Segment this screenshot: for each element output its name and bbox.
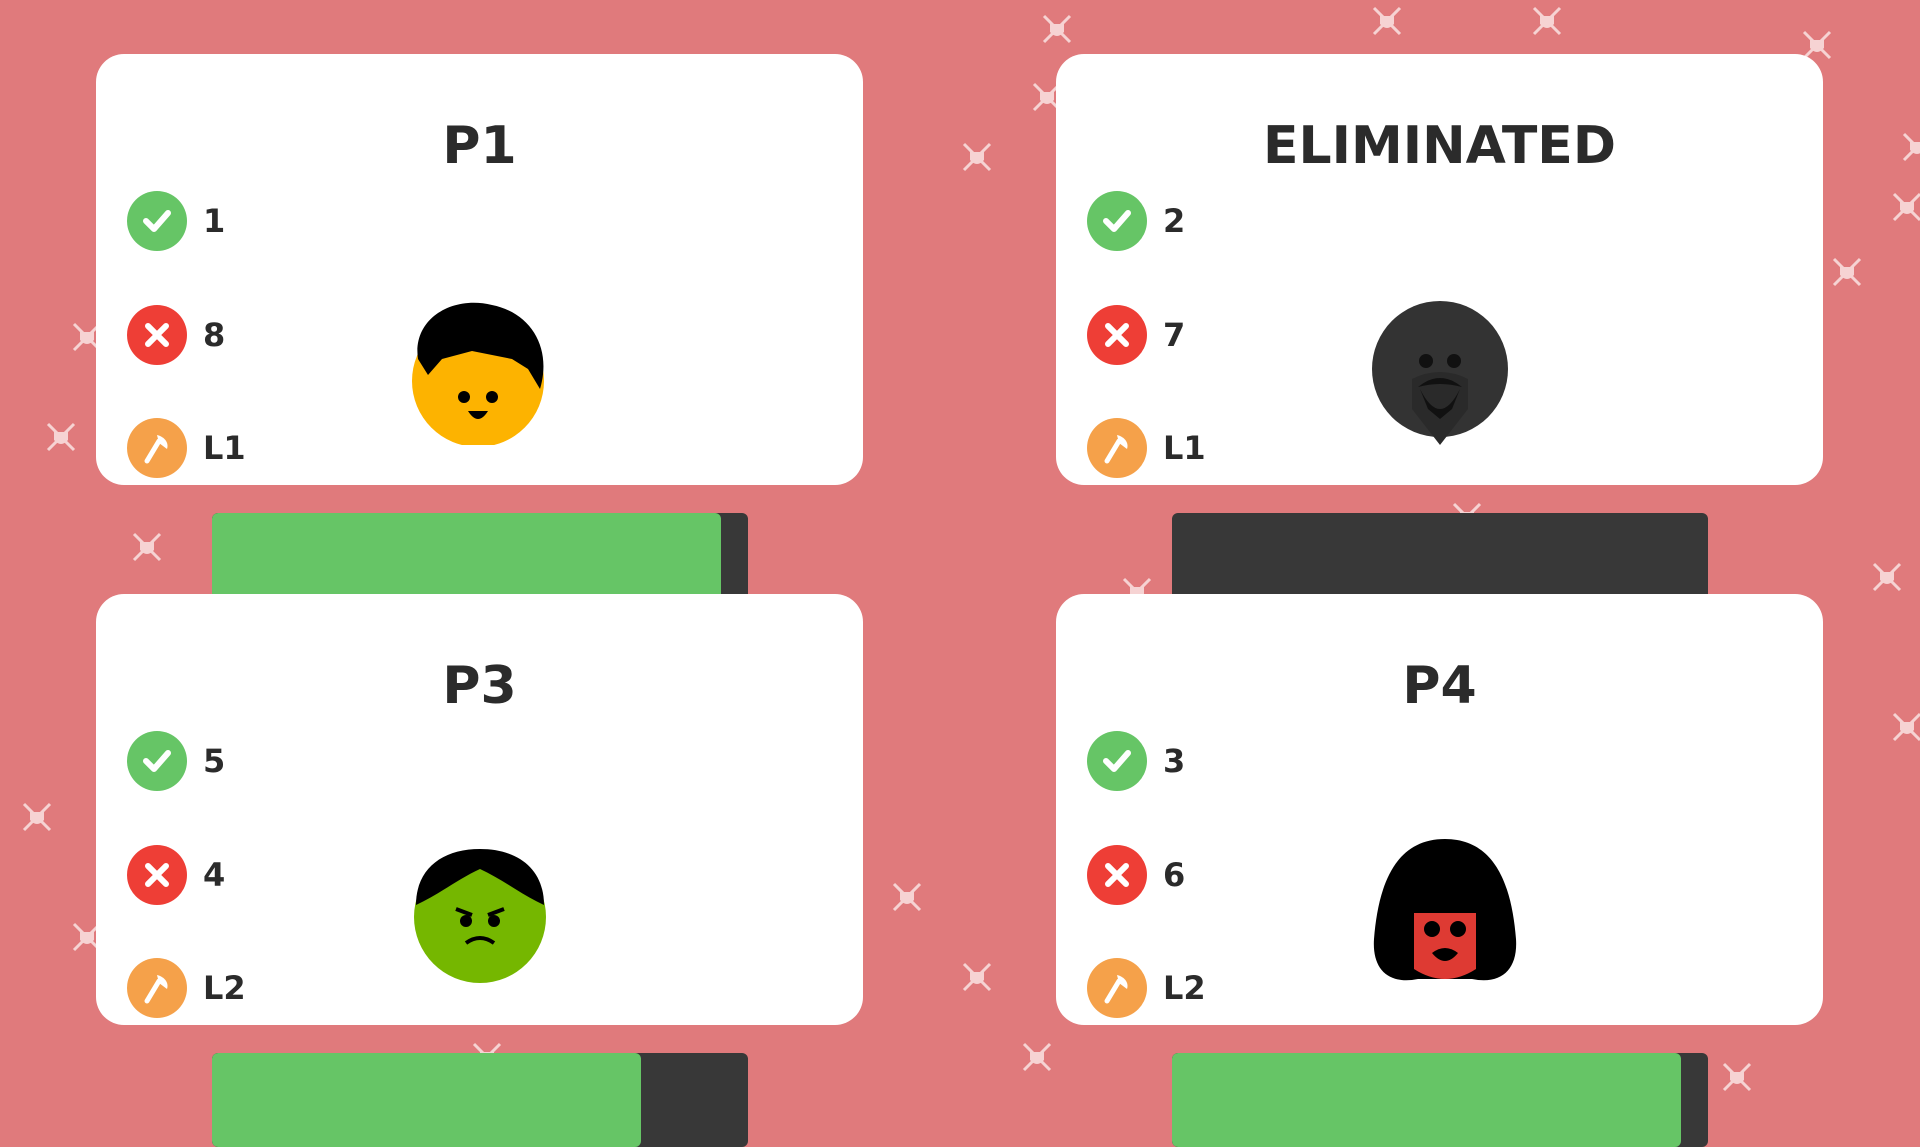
crossed-swords-shield-icon — [960, 140, 994, 174]
player-card-4: P4 3 6 L2 — [1056, 594, 1823, 1147]
x-icon — [127, 845, 187, 905]
crossed-swords-shield-icon — [960, 960, 994, 994]
check-icon — [1087, 191, 1147, 251]
check-icon — [127, 731, 187, 791]
wrong-count: 8 — [203, 316, 226, 354]
crossed-swords-shield-icon — [20, 800, 54, 834]
health-bar — [212, 1053, 748, 1147]
wrong-stat: 7 — [1087, 305, 1185, 365]
wrong-stat: 6 — [1087, 845, 1185, 905]
player-card-2: ELIMINATED 2 7 L1 — [1056, 54, 1823, 607]
crossed-swords-shield-icon — [1370, 4, 1404, 38]
crossed-swords-shield-icon — [44, 420, 78, 454]
correct-stat: 2 — [1087, 191, 1185, 251]
crossed-swords-shield-icon — [890, 880, 924, 914]
level-stat: L1 — [127, 418, 246, 478]
check-icon — [127, 191, 187, 251]
check-icon — [1087, 731, 1147, 791]
health-bar-fill — [212, 513, 722, 607]
health-bar — [212, 513, 748, 607]
wrong-stat: 4 — [127, 845, 225, 905]
correct-count: 5 — [203, 742, 226, 780]
axe-icon — [127, 958, 187, 1018]
correct-count: 3 — [1163, 742, 1186, 780]
avatar-boy-yellow-face — [412, 299, 548, 447]
x-icon — [1087, 845, 1147, 905]
correct-stat: 5 — [127, 731, 225, 791]
level-label: L1 — [1163, 429, 1206, 467]
axe-icon — [1087, 958, 1147, 1018]
wrong-count: 7 — [1163, 316, 1186, 354]
avatar-bearded-man-silhouette — [1372, 299, 1508, 445]
wrong-count: 6 — [1163, 856, 1186, 894]
correct-count: 1 — [203, 202, 226, 240]
health-bar — [1172, 513, 1708, 607]
player-title: P3 — [442, 656, 517, 716]
crossed-swords-shield-icon — [1720, 1060, 1754, 1094]
crossed-swords-shield-icon — [1040, 12, 1074, 46]
level-stat: L1 — [1087, 418, 1206, 478]
axe-icon — [127, 418, 187, 478]
crossed-swords-shield-icon — [130, 530, 164, 564]
crossed-swords-shield-icon — [1530, 4, 1564, 38]
crossed-swords-shield-icon — [1870, 560, 1904, 594]
health-bar-fill — [212, 1053, 641, 1147]
crossed-swords-shield-icon — [1800, 28, 1834, 62]
level-label: L1 — [203, 429, 246, 467]
level-stat: L2 — [1087, 958, 1206, 1018]
player-title: P4 — [1402, 656, 1477, 716]
correct-stat: 1 — [127, 191, 225, 251]
crossed-swords-shield-icon — [1890, 710, 1920, 744]
avatar-grumpy-green-face — [412, 839, 548, 985]
player-card-3: P3 5 4 L2 — [96, 594, 863, 1147]
wrong-stat: 8 — [127, 305, 225, 365]
crossed-swords-shield-icon — [1890, 190, 1920, 224]
crossed-swords-shield-icon — [1900, 130, 1920, 164]
correct-count: 2 — [1163, 202, 1186, 240]
axe-icon — [1087, 418, 1147, 478]
player-title: ELIMINATED — [1263, 116, 1616, 176]
wrong-count: 4 — [203, 856, 226, 894]
level-stat: L2 — [127, 958, 246, 1018]
crossed-swords-shield-icon — [1020, 1040, 1054, 1074]
player-card-1: P1 1 8 L1 — [96, 54, 863, 607]
level-label: L2 — [1163, 969, 1206, 1007]
avatar-girl-red-face — [1372, 839, 1517, 985]
health-bar — [1172, 1053, 1708, 1147]
x-icon — [1087, 305, 1147, 365]
health-bar-fill — [1172, 1053, 1682, 1147]
level-label: L2 — [203, 969, 246, 1007]
crossed-swords-shield-icon — [1830, 255, 1864, 289]
player-title: P1 — [442, 116, 517, 176]
correct-stat: 3 — [1087, 731, 1185, 791]
x-icon — [127, 305, 187, 365]
